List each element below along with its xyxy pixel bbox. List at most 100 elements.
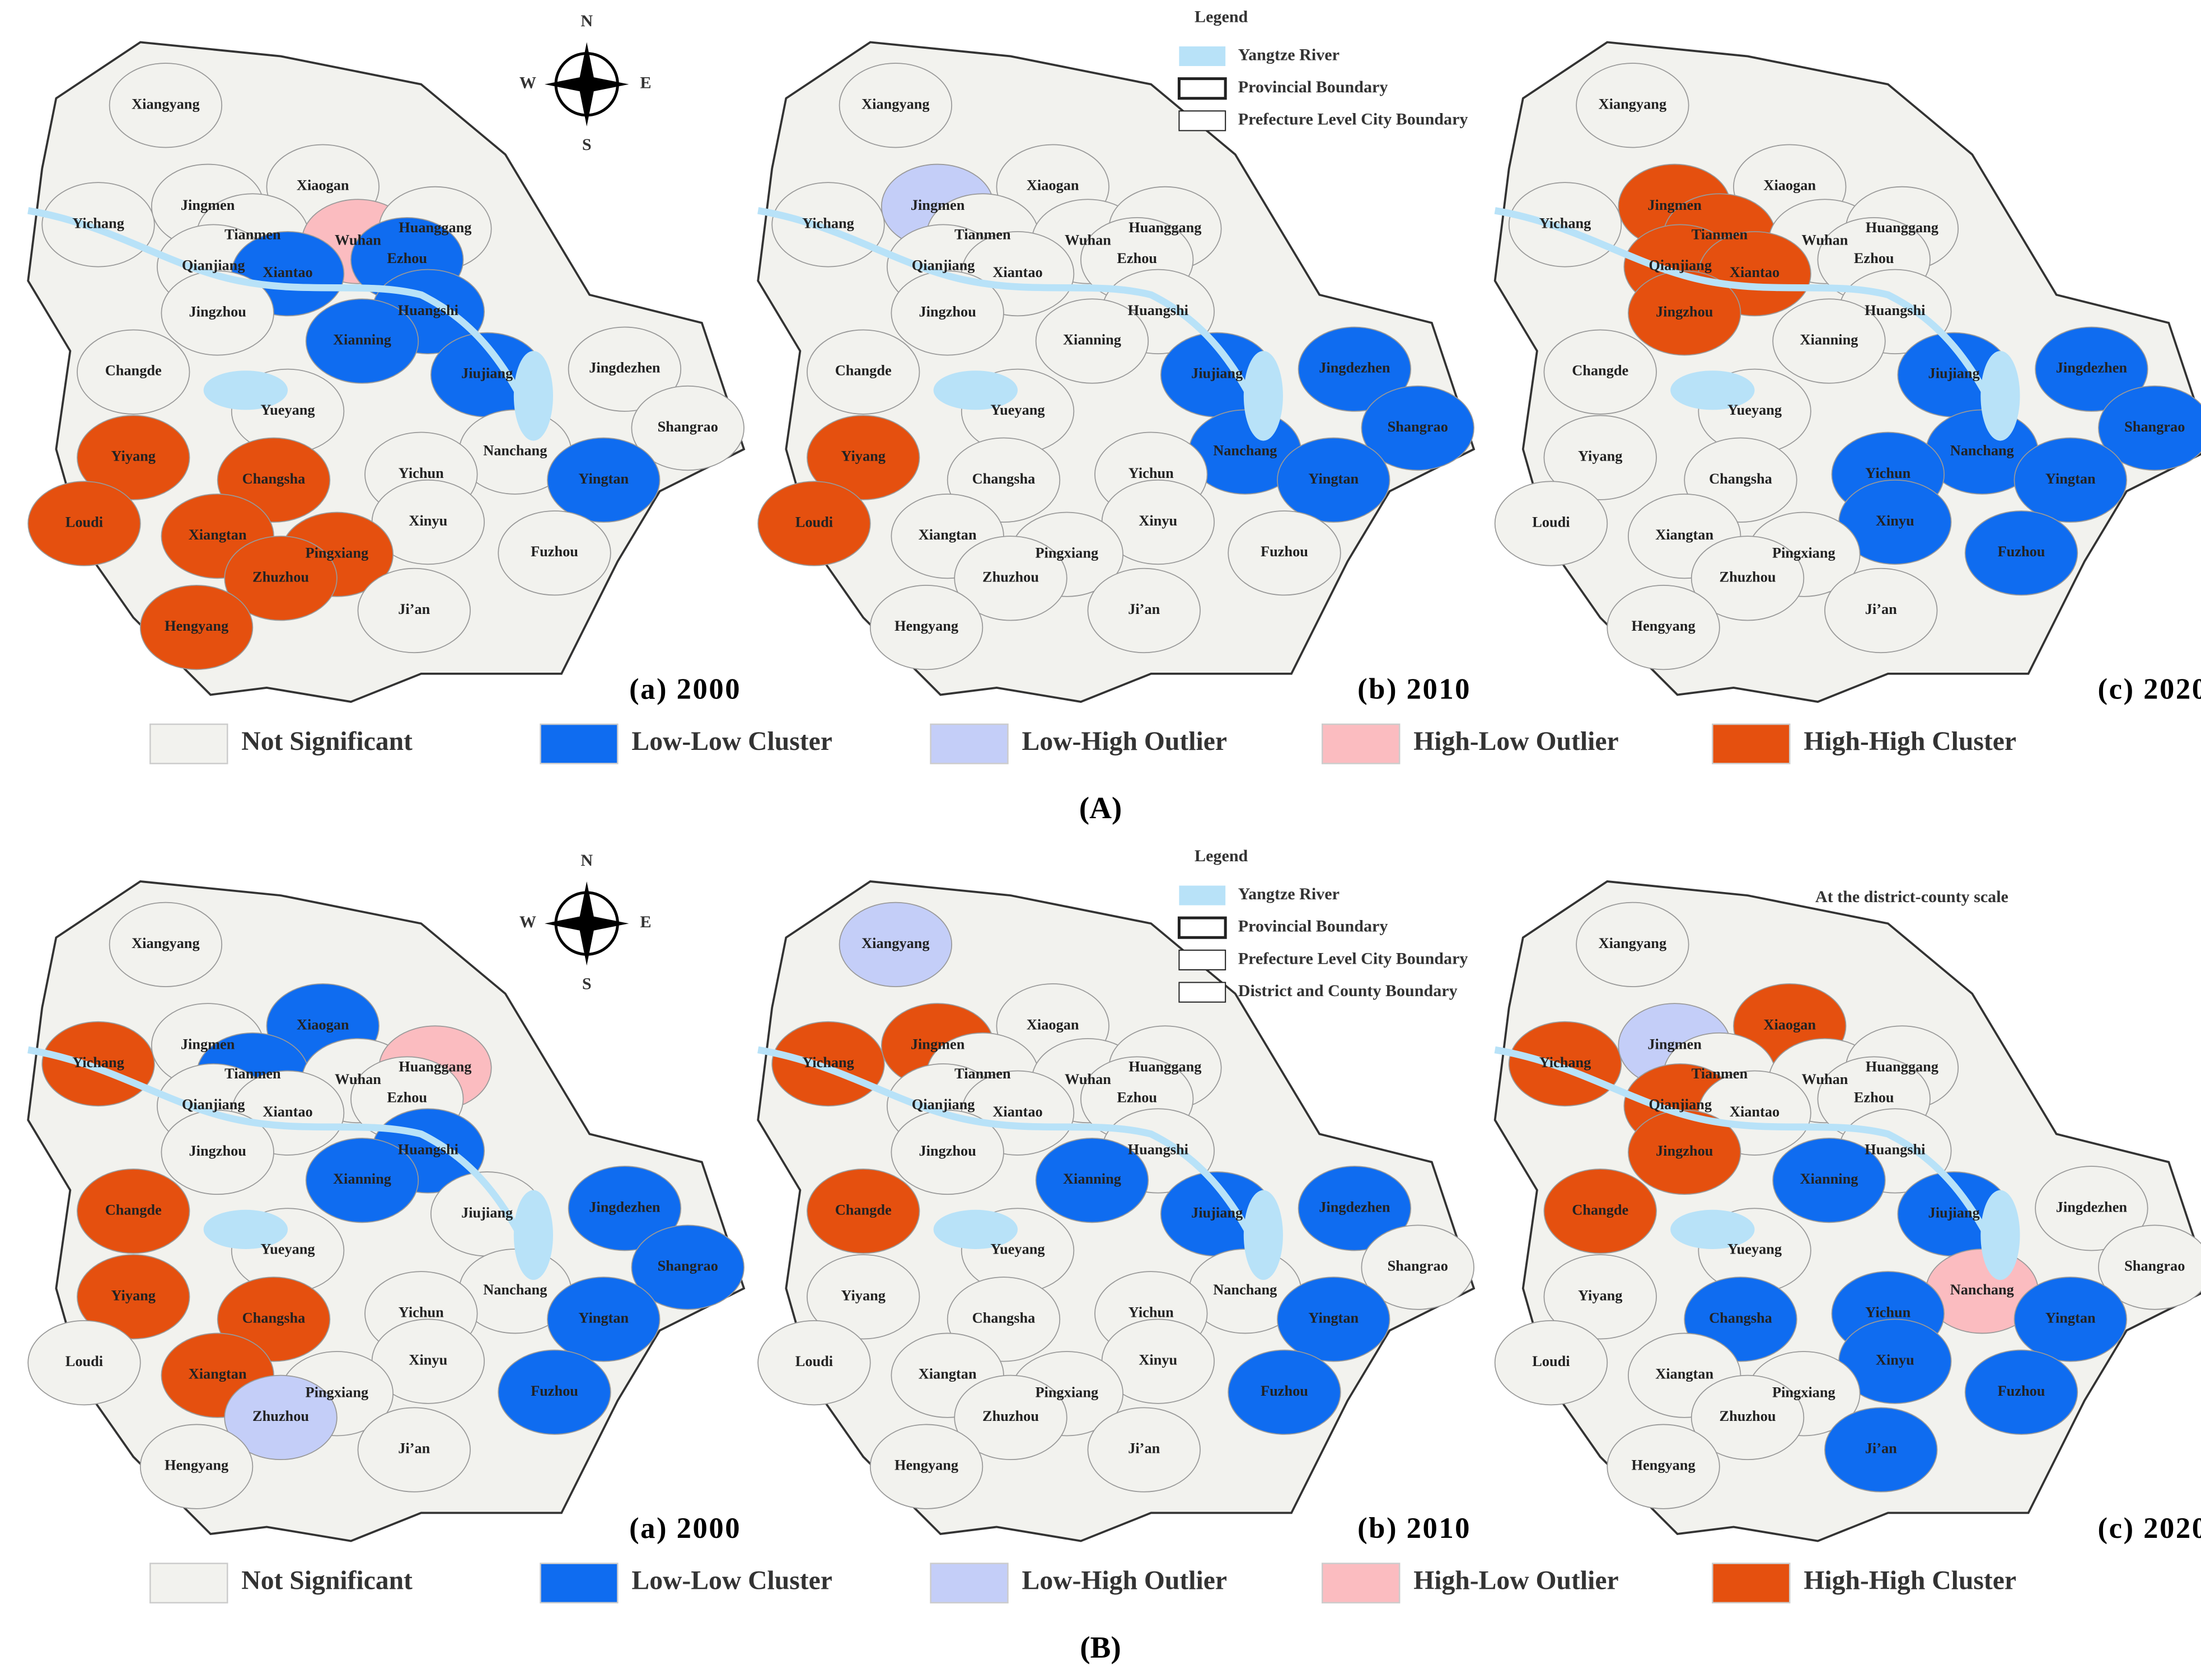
city-area bbox=[1494, 481, 1608, 566]
legend-title: Legend bbox=[1195, 846, 1248, 865]
legend-swatch bbox=[1178, 982, 1226, 1003]
panel-label: (B) bbox=[1080, 1630, 1121, 1664]
class-label: Not Significant bbox=[241, 727, 413, 756]
legend-swatch bbox=[1178, 110, 1226, 132]
city-area bbox=[1772, 298, 1886, 384]
city-label: Huangshi bbox=[1865, 1141, 1925, 1157]
city-label: Tianmen bbox=[224, 1066, 281, 1082]
city-area bbox=[77, 1169, 190, 1254]
city-label: Xianning bbox=[333, 332, 391, 348]
city-label: Zhuzhou bbox=[1720, 569, 1776, 585]
city-label: Xiaogan bbox=[1027, 177, 1079, 194]
legend-item: District and County Boundary bbox=[1238, 981, 1458, 1000]
city-label: Nanchang bbox=[483, 1282, 547, 1298]
city-label: Fuzhou bbox=[1998, 543, 2045, 560]
city-label: Nanchang bbox=[1950, 443, 2014, 459]
city-label: Xiangyang bbox=[861, 96, 929, 112]
city-label: Yiyang bbox=[1578, 1287, 1622, 1303]
class-label: High-Low Outlier bbox=[1413, 727, 1618, 756]
city-label: Loudi bbox=[65, 514, 103, 531]
city-label: Nanchang bbox=[483, 443, 547, 459]
compass-letter: N bbox=[580, 11, 593, 30]
city-label: Xiantao bbox=[1730, 264, 1779, 280]
city-label: Jingzhou bbox=[919, 1143, 976, 1159]
city-label: Qianjiang bbox=[182, 1096, 245, 1113]
city-label: Xianning bbox=[1800, 1171, 1858, 1187]
city-area bbox=[568, 1166, 682, 1251]
city-area bbox=[1607, 1424, 1720, 1509]
city-label: Hengyang bbox=[895, 1457, 958, 1473]
class-label: Low-Low Cluster bbox=[631, 727, 832, 756]
city-area bbox=[1087, 1407, 1201, 1493]
city-area bbox=[1543, 1169, 1657, 1254]
city-label: Zhuzhou bbox=[982, 1408, 1039, 1424]
city-area bbox=[109, 902, 223, 987]
city-area bbox=[869, 584, 984, 670]
city-label: Hengyang bbox=[1632, 618, 1696, 634]
class-label: Low-High Outlier bbox=[1022, 1566, 1227, 1595]
city-label: Xinyu bbox=[409, 513, 447, 529]
class-swatch bbox=[1712, 1562, 1791, 1604]
city-label: Shangrao bbox=[1388, 419, 1448, 435]
city-label: Pingxiang bbox=[1772, 545, 1835, 561]
lake bbox=[1670, 1209, 1755, 1249]
river bbox=[757, 1046, 1267, 1262]
city-label: Fuzhou bbox=[1998, 1383, 2045, 1399]
city-label: Tianmen bbox=[954, 1066, 1011, 1082]
city-label: Loudi bbox=[795, 514, 833, 531]
city-area bbox=[1508, 1021, 1622, 1107]
city-label: Changsha bbox=[972, 471, 1036, 487]
panel-label: (A) bbox=[1079, 791, 1122, 825]
city-label: Jingdezhen bbox=[1319, 1199, 1390, 1215]
class-swatch bbox=[540, 723, 619, 764]
city-label: Yichun bbox=[1128, 1304, 1174, 1320]
city-area bbox=[954, 536, 1067, 621]
city-area bbox=[357, 1407, 471, 1493]
lake bbox=[933, 370, 1018, 410]
city-label: Shangrao bbox=[658, 1258, 718, 1274]
city-area bbox=[1361, 385, 1474, 471]
city-label: Huangshi bbox=[1865, 302, 1925, 318]
city-label: Jingdezhen bbox=[2056, 1199, 2128, 1215]
city-area bbox=[357, 567, 471, 654]
class-swatch bbox=[1321, 1562, 1401, 1604]
city-label: Huanggang bbox=[399, 1059, 471, 1075]
city-area bbox=[1690, 536, 1805, 621]
city-area bbox=[1228, 510, 1341, 596]
city-label: Yueyang bbox=[261, 402, 315, 418]
map-title: (c) 2020 bbox=[2098, 673, 2201, 706]
city-label: Wuhan bbox=[1065, 232, 1111, 248]
class-label: High-Low Outlier bbox=[1413, 1566, 1618, 1595]
river bbox=[27, 207, 537, 423]
city-area bbox=[1964, 510, 2078, 596]
map: Xiangyang Yichang Jingmen Xiaogan Tianmen Wuh… bbox=[1493, 41, 2201, 703]
city-label: Yueyang bbox=[1727, 1241, 1782, 1257]
city-area bbox=[161, 270, 274, 356]
city-label: Jiujiang bbox=[1928, 1204, 1980, 1221]
legend-swatch bbox=[1178, 949, 1226, 970]
city-label: Huangshi bbox=[398, 302, 458, 318]
city-label: Fuzhou bbox=[1261, 543, 1308, 560]
city-label: Ji’an bbox=[398, 1440, 430, 1457]
city-label: Jingmen bbox=[911, 1036, 965, 1052]
city-label: Jingmen bbox=[181, 197, 235, 213]
city-label: Wuhan bbox=[335, 1071, 381, 1087]
city-area bbox=[2098, 385, 2201, 471]
city-label: Xiangyang bbox=[1599, 935, 1666, 951]
city-label: Xiangtan bbox=[1655, 1366, 1713, 1382]
city-label: Jiujiang bbox=[1191, 365, 1243, 382]
city-label: Hengyang bbox=[895, 618, 958, 634]
city-label: Xianning bbox=[333, 1171, 391, 1187]
city-area bbox=[631, 1224, 744, 1310]
city-label: Fuzhou bbox=[531, 1383, 578, 1399]
city-label: Yichun bbox=[1865, 1304, 1910, 1320]
map-title: (a) 2000 bbox=[629, 673, 741, 706]
class-swatch bbox=[540, 1562, 619, 1604]
city-label: Huanggang bbox=[1128, 219, 1201, 236]
city-label: Yichang bbox=[802, 1054, 854, 1071]
city-label: Xinyu bbox=[1139, 1352, 1177, 1368]
city-area bbox=[1824, 1407, 1938, 1493]
city-area bbox=[77, 329, 190, 415]
city-label: Yiyang bbox=[111, 1287, 156, 1303]
city-area bbox=[1298, 1166, 1412, 1251]
